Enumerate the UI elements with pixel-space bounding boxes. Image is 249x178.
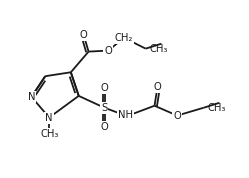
Text: CH₃: CH₃	[150, 44, 168, 54]
Text: O: O	[100, 122, 108, 132]
Text: N: N	[46, 112, 53, 122]
Text: CH₂: CH₂	[115, 33, 133, 43]
Text: N: N	[28, 92, 35, 102]
Text: O: O	[100, 83, 108, 93]
Text: NH: NH	[119, 110, 133, 120]
Text: S: S	[101, 103, 108, 113]
Text: O: O	[104, 46, 112, 56]
Text: CH₃: CH₃	[40, 129, 58, 139]
Text: O: O	[80, 30, 87, 40]
Text: CH₃: CH₃	[208, 103, 226, 113]
Text: O: O	[173, 111, 181, 121]
Text: O: O	[154, 82, 161, 92]
